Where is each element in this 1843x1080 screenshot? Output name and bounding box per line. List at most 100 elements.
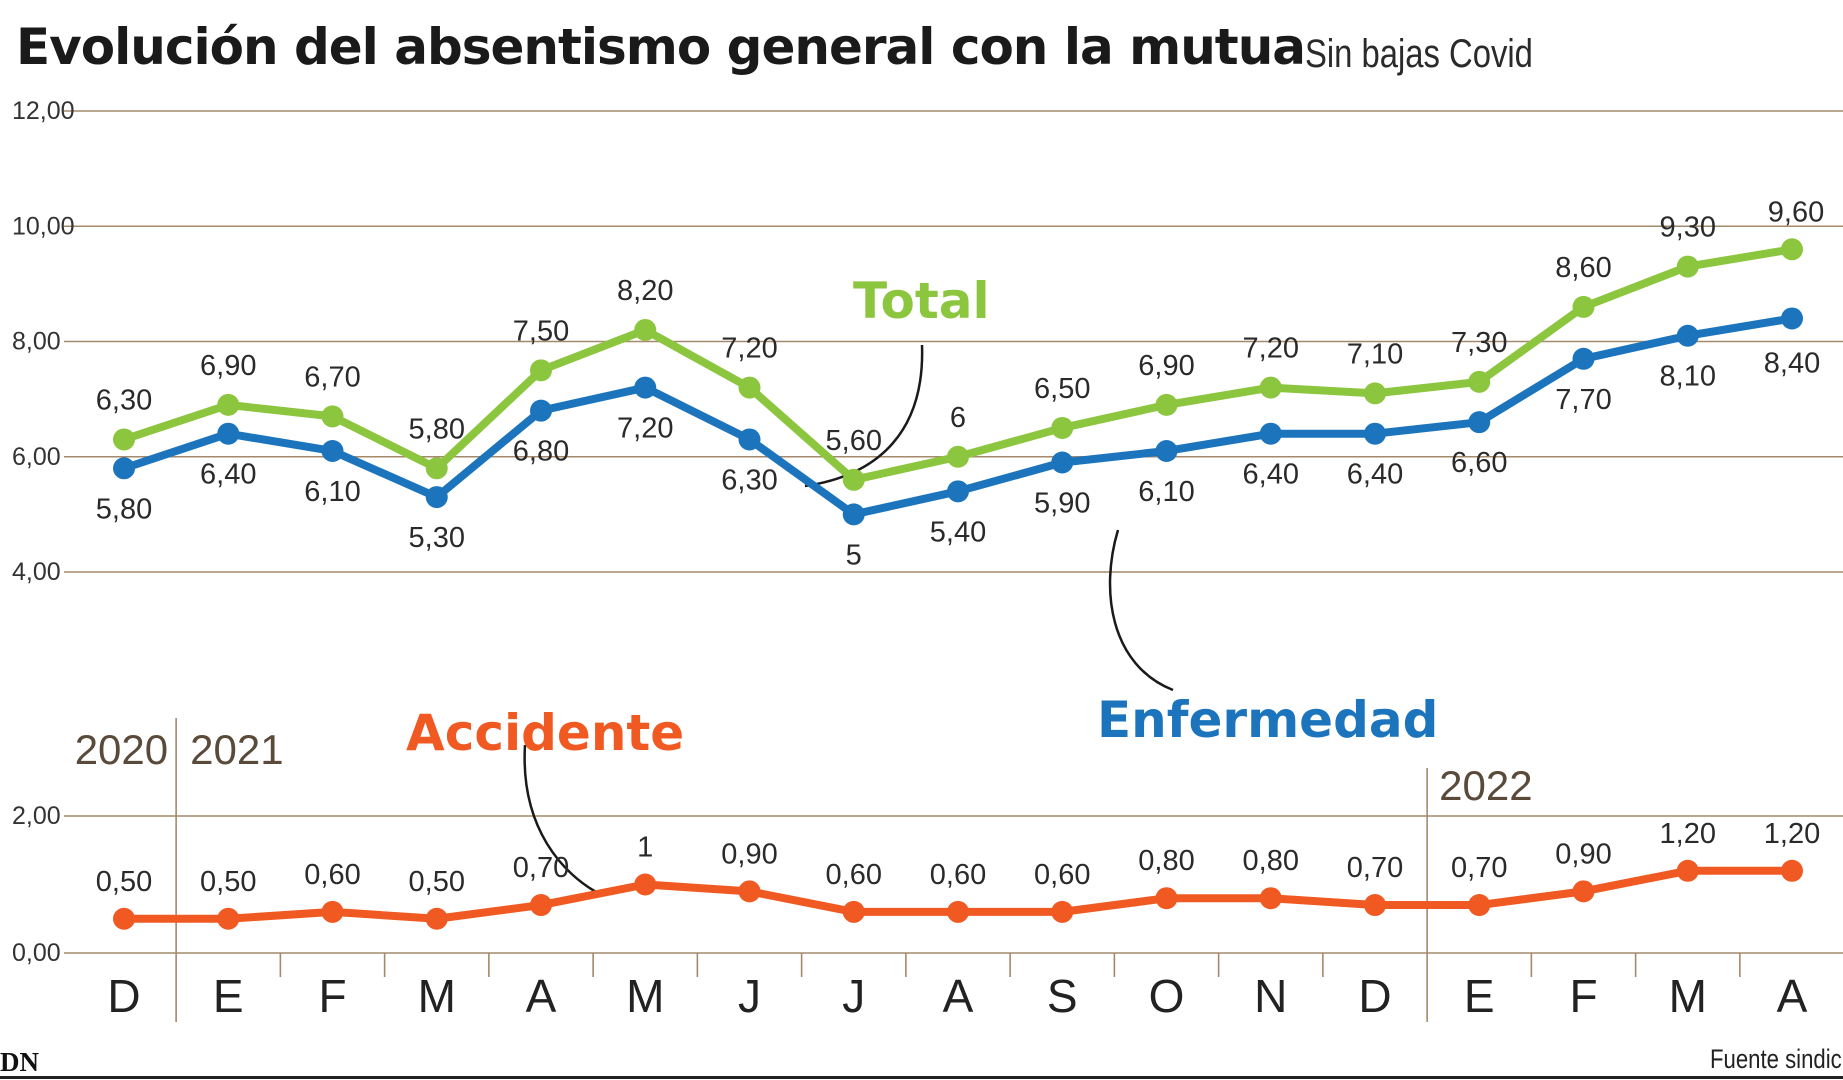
accidente-point: [1364, 894, 1386, 917]
total-point: [634, 318, 657, 341]
x-tick-label: M: [418, 970, 456, 1022]
accidente-data-label: 0,70: [513, 852, 569, 884]
total-point: [842, 468, 865, 491]
enfermedad-point: [1676, 324, 1699, 347]
total-data-label: 7,50: [513, 315, 569, 347]
enfermedad-connector: [1108, 529, 1174, 692]
total-data-label: 6: [950, 402, 966, 434]
enfermedad-data-label: 5: [846, 539, 862, 571]
total-point: [1781, 238, 1803, 261]
enfermedad-data-label: 6,10: [1138, 476, 1194, 508]
total-data-label: 7,10: [1347, 338, 1403, 370]
total-series-name: Total: [853, 272, 990, 330]
total-connector: [804, 344, 924, 488]
total-data-label: 7,20: [721, 333, 777, 365]
x-axis: 2020 2021 2022 D E F M A M J J A S O N D E F M A: [75, 718, 1808, 1022]
enfermedad-point: [1051, 451, 1074, 474]
x-tick-label: J: [738, 970, 761, 1022]
accidente-point: [738, 880, 761, 903]
source-note: Fuente sindic: [1710, 1044, 1842, 1074]
accidente-point: [1259, 887, 1282, 910]
accidente-point: [1051, 900, 1074, 923]
y-tick-label: 4,00: [12, 558, 61, 586]
total-data-label: 6,50: [1034, 373, 1090, 405]
total-point: [113, 428, 135, 451]
total-point: [217, 393, 240, 416]
accidente-data-label: 0,50: [409, 866, 465, 898]
accidente-connector: [523, 744, 599, 895]
enfermedad-data-label: 7,70: [1555, 384, 1611, 416]
total-point: [1468, 370, 1491, 393]
enfermedad-point: [321, 439, 344, 462]
y-tick-label: 0,00: [12, 939, 61, 967]
total-data-label: 6,90: [1138, 350, 1194, 382]
year-label: 2022: [1439, 762, 1532, 809]
gridlines: 12,00 10,00 8,00 6,00 4,00 2,00 0,00: [12, 97, 1843, 967]
accidente-point: [113, 907, 135, 930]
enfermedad-data-label: 5,80: [96, 493, 152, 525]
enfermedad-point: [1259, 422, 1282, 445]
enfermedad-data-label: 6,60: [1451, 447, 1507, 479]
x-tick-label: A: [943, 970, 974, 1022]
total-data-label: 8,60: [1555, 252, 1611, 284]
accidente-point: [634, 873, 657, 896]
accidente-data-label: 0,60: [1034, 859, 1090, 891]
x-tick-label: J: [842, 970, 865, 1022]
x-tick-label: F: [1569, 970, 1597, 1022]
total-point: [947, 445, 969, 468]
y-tick-label: 2,00: [12, 802, 61, 830]
enfermedad-data-label: 6,10: [304, 476, 360, 508]
x-tick-label: A: [526, 970, 557, 1022]
enfermedad-point: [842, 503, 865, 526]
newspaper-logo: DN: [0, 1047, 39, 1077]
x-tick-label: A: [1777, 970, 1808, 1022]
x-tick-label: S: [1047, 970, 1078, 1022]
enfermedad-data-label: 6,80: [513, 436, 569, 468]
total-data-label: 6,30: [96, 384, 152, 416]
enfermedad-data-label: 8,40: [1764, 347, 1820, 379]
enfermedad-data-label: 5,90: [1034, 488, 1090, 520]
accidente-data-label: 0,90: [1555, 838, 1611, 870]
total-point: [425, 457, 448, 480]
total-data-label: 5,60: [826, 425, 882, 457]
enfermedad-point: [1364, 422, 1386, 445]
enfermedad-point: [1468, 411, 1491, 434]
x-tick-label: M: [1669, 970, 1707, 1022]
total-data-label: 9,60: [1768, 196, 1824, 228]
total-point: [1364, 382, 1386, 405]
x-tick-label: E: [1464, 970, 1495, 1022]
y-tick-label: 6,00: [12, 443, 61, 471]
accidente-data-label: 1,20: [1660, 818, 1716, 850]
accidente-point: [425, 907, 448, 930]
total-point: [321, 405, 344, 428]
total-data-label: 6,70: [304, 361, 360, 393]
total-point: [1259, 376, 1282, 399]
accidente-point: [321, 900, 344, 923]
enfermedad-point: [530, 399, 552, 422]
enfermedad-point: [217, 422, 240, 445]
x-tick-label: D: [1358, 970, 1391, 1022]
accidente-point: [842, 900, 865, 923]
year-label: 2020: [75, 726, 168, 773]
x-tick-label: E: [213, 970, 244, 1022]
y-tick-label: 12,00: [12, 97, 75, 125]
accidente-point: [1676, 859, 1699, 882]
accidente-point: [1572, 880, 1595, 903]
accidente-point: [217, 907, 240, 930]
y-tick-label: 8,00: [12, 328, 61, 356]
accidente-data-label: 0,60: [304, 859, 360, 891]
x-tick-label: D: [107, 970, 140, 1022]
enfermedad-data-label: 6,40: [1347, 459, 1403, 491]
enfermedad-data-label: 6,30: [721, 464, 777, 496]
total-point: [1051, 416, 1074, 439]
total-point: [1676, 255, 1699, 278]
total-data-label: 8,20: [617, 275, 673, 307]
accidente-point: [1468, 894, 1491, 917]
total-data-label: 6,90: [200, 350, 256, 382]
chart-subtitle: Sin bajas Covid: [1305, 32, 1533, 76]
accidente-data-label: 1,20: [1764, 818, 1820, 850]
accidente-point: [1155, 887, 1178, 910]
accidente-point: [530, 894, 552, 917]
accidente-series-name: Accidente: [406, 704, 684, 762]
enfermedad-point: [425, 486, 448, 509]
